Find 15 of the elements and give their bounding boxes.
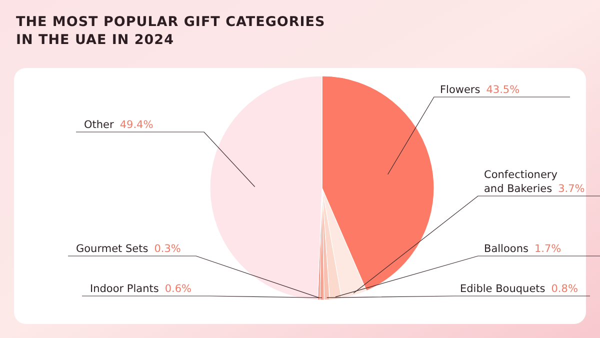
slice-label: Gourmet Sets [76, 243, 148, 255]
slice-label: Edible Bouquets [460, 283, 546, 295]
data-label: 43.5% [486, 84, 520, 96]
slice-label: Indoor Plants [90, 283, 159, 295]
data-label: 0.6% [164, 283, 192, 295]
data-label: 0.3% [154, 243, 181, 255]
slice-label: Confectionery and Bakeries [484, 169, 558, 195]
data-label: 3.7% [558, 183, 585, 195]
data-label: 1.7% [534, 243, 562, 255]
chart-title: THE MOST POPULAR GIFT CATEGORIES IN THE UAE IN 2024 [16, 14, 326, 48]
slice-label: Other [84, 119, 114, 131]
slice-label: Flowers [440, 84, 480, 96]
data-label: 49.4% [120, 119, 154, 131]
data-label: 0.8% [551, 283, 578, 295]
slice-label: Balloons [484, 243, 528, 255]
